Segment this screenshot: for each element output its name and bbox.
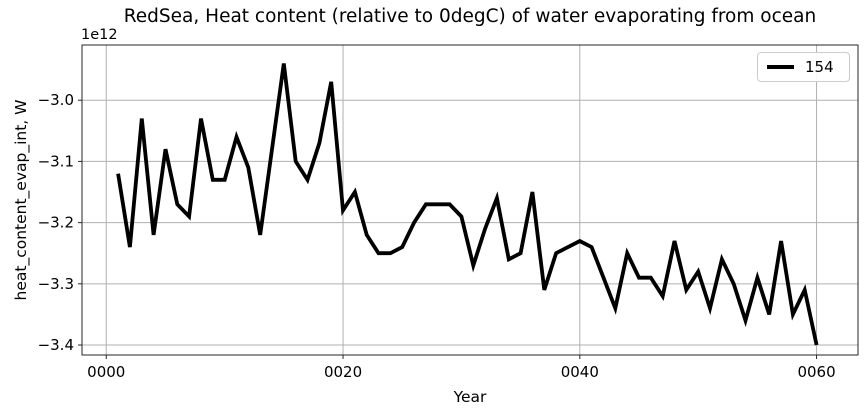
- y-tick-label: −3.1: [38, 152, 74, 170]
- y-tick-label: −3.3: [38, 275, 74, 293]
- legend-label: 154: [805, 58, 834, 76]
- x-tick-label: 0040: [561, 363, 599, 381]
- x-axis-label: Year: [453, 388, 487, 406]
- x-tick-label: 0060: [797, 363, 835, 381]
- y-axis-offset-text: 1e12: [81, 27, 118, 43]
- x-tick-label: 0000: [87, 363, 125, 381]
- plot-border: [81, 44, 859, 356]
- y-tick-label: −3.4: [38, 336, 74, 354]
- x-tick-label: 0020: [324, 363, 362, 381]
- legend: 154: [757, 52, 850, 82]
- data-line-series-154: [116, 63, 819, 346]
- legend-line-sample-icon: [767, 65, 794, 69]
- y-tick-label: −3.0: [38, 91, 74, 109]
- y-tick-label: −3.2: [38, 214, 74, 232]
- chart-title: RedSea, Heat content (relative to 0degC)…: [123, 6, 817, 27]
